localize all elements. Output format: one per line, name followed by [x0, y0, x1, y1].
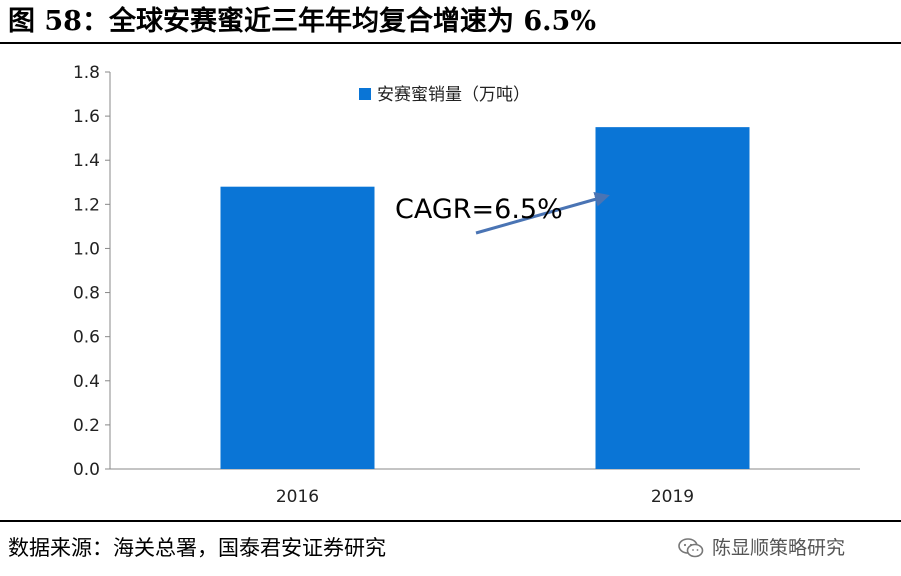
watermark-text: 陈显顺策略研究 — [712, 537, 846, 559]
y-tick-label: 0.2 — [73, 416, 100, 436]
y-tick-label: 1.2 — [73, 195, 100, 215]
cagr-label: CAGR=6.5% — [395, 194, 563, 225]
legend-swatch — [359, 88, 371, 100]
cagr-annotation: CAGR=6.5% — [395, 192, 610, 235]
x-axis: 2016 2019 — [110, 468, 860, 507]
data-source: 数据来源：海关总署，国泰君安证券研究 — [8, 536, 386, 560]
y-tick-label: 1.4 — [73, 151, 100, 171]
bar-2019 — [595, 127, 750, 469]
figure-title: 图 58：全球安赛蜜近三年年均复合增速为 6.5% — [8, 6, 597, 37]
title-rule — [0, 42, 901, 44]
y-tick-label: 0.4 — [73, 372, 100, 392]
y-tick-label: 0.0 — [73, 460, 100, 480]
y-tick-label: 0.6 — [73, 328, 100, 348]
bar-2016 — [220, 186, 375, 469]
y-axis: 0.0 0.2 0.4 0.6 0.8 1.0 1.2 1.4 1.6 1.8 — [73, 63, 111, 480]
y-tick-label: 0.8 — [73, 284, 100, 304]
legend-label: 安赛蜜销量（万吨） — [377, 84, 530, 105]
cagr-arrow — [475, 192, 610, 235]
y-tick-label: 1.0 — [73, 239, 100, 259]
wechat-icon — [678, 538, 704, 558]
legend: 安赛蜜销量（万吨） — [359, 84, 530, 105]
x-tick-label: 2019 — [651, 487, 694, 507]
y-tick-label: 1.6 — [73, 107, 100, 127]
bars — [220, 127, 750, 469]
y-tick-label: 1.8 — [73, 63, 100, 83]
watermark: 陈显顺策略研究 — [678, 530, 845, 566]
footer-rule — [0, 520, 901, 522]
x-tick-label: 2016 — [276, 487, 319, 507]
